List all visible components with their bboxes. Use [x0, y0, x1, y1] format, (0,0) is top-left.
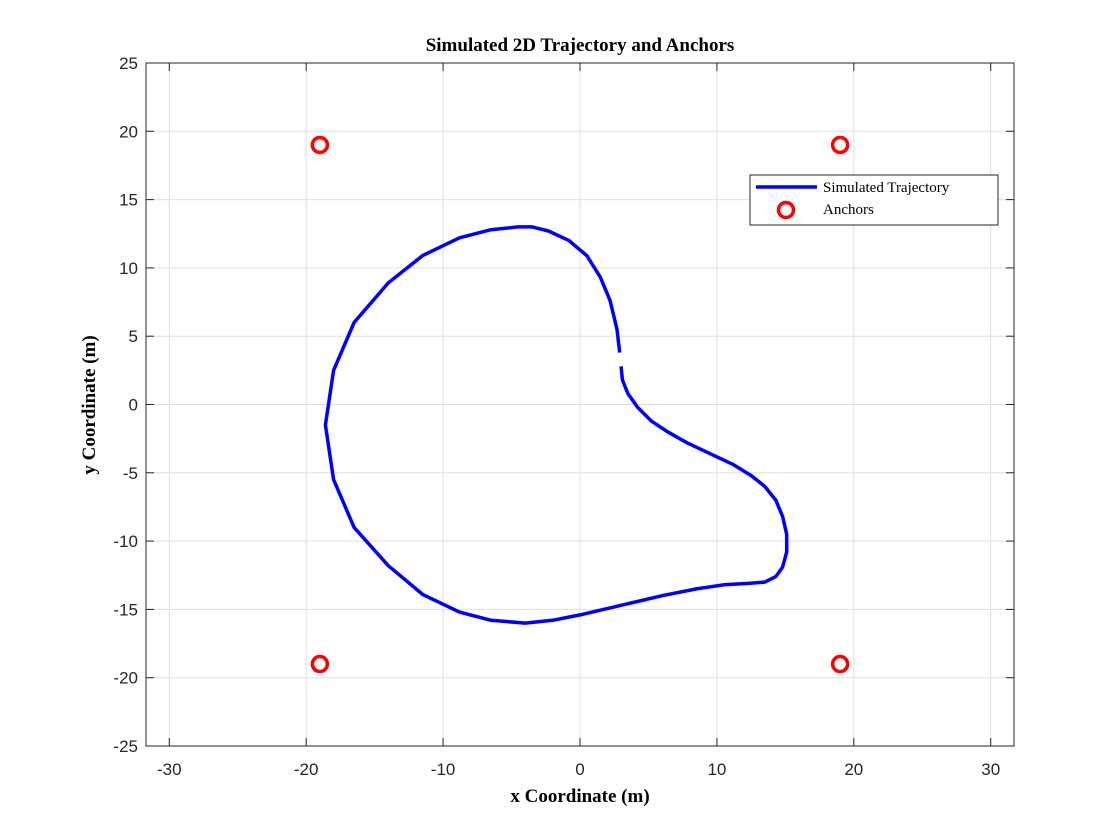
anchor-marker	[830, 135, 850, 155]
y-tick-label: -15	[113, 600, 138, 619]
legend-anchors-label: Anchors	[823, 202, 874, 218]
y-axis-label: y Coordinate (m)	[79, 335, 100, 474]
x-tick-label: 0	[575, 760, 584, 779]
y-tick-label: 10	[119, 259, 138, 278]
y-tick-label: 25	[119, 54, 138, 73]
y-tick-label: -25	[113, 737, 138, 756]
axes-frame	[145, 62, 1015, 747]
legend-anchors-swatch	[776, 200, 796, 220]
y-tick-label: -20	[113, 669, 138, 688]
legend-trajectory-label: Simulated Trajectory	[823, 180, 950, 196]
y-tick-label: -10	[113, 532, 138, 551]
x-axis-label: x Coordinate (m)	[510, 786, 649, 807]
y-tick-label: 20	[119, 122, 138, 141]
x-tick-label: -10	[431, 760, 456, 779]
chart-title: Simulated 2D Trajectory and Anchors	[426, 35, 735, 56]
y-tick-label: 15	[119, 191, 138, 210]
trajectory-line	[323, 225, 789, 625]
x-tick-label: 30	[981, 760, 1000, 779]
x-tick-label: -30	[157, 760, 182, 779]
anchor-marker	[310, 654, 330, 674]
x-tick-label: 10	[707, 760, 726, 779]
anchor-marker	[830, 654, 850, 674]
x-tick-label: 20	[844, 760, 863, 779]
y-tick-label: 0	[129, 396, 138, 415]
anchor-marker	[310, 135, 330, 155]
y-tick-label: -5	[123, 464, 138, 483]
plot-area: -30 -20 -10 0 10 20 30 -25 -20 -15 -10 -5 0 5 10 15 20 25	[113, 54, 1015, 779]
y-tick-label: 5	[129, 327, 138, 346]
legend: Simulated Trajectory Anchors	[749, 174, 999, 226]
x-tick-label: -20	[294, 760, 319, 779]
